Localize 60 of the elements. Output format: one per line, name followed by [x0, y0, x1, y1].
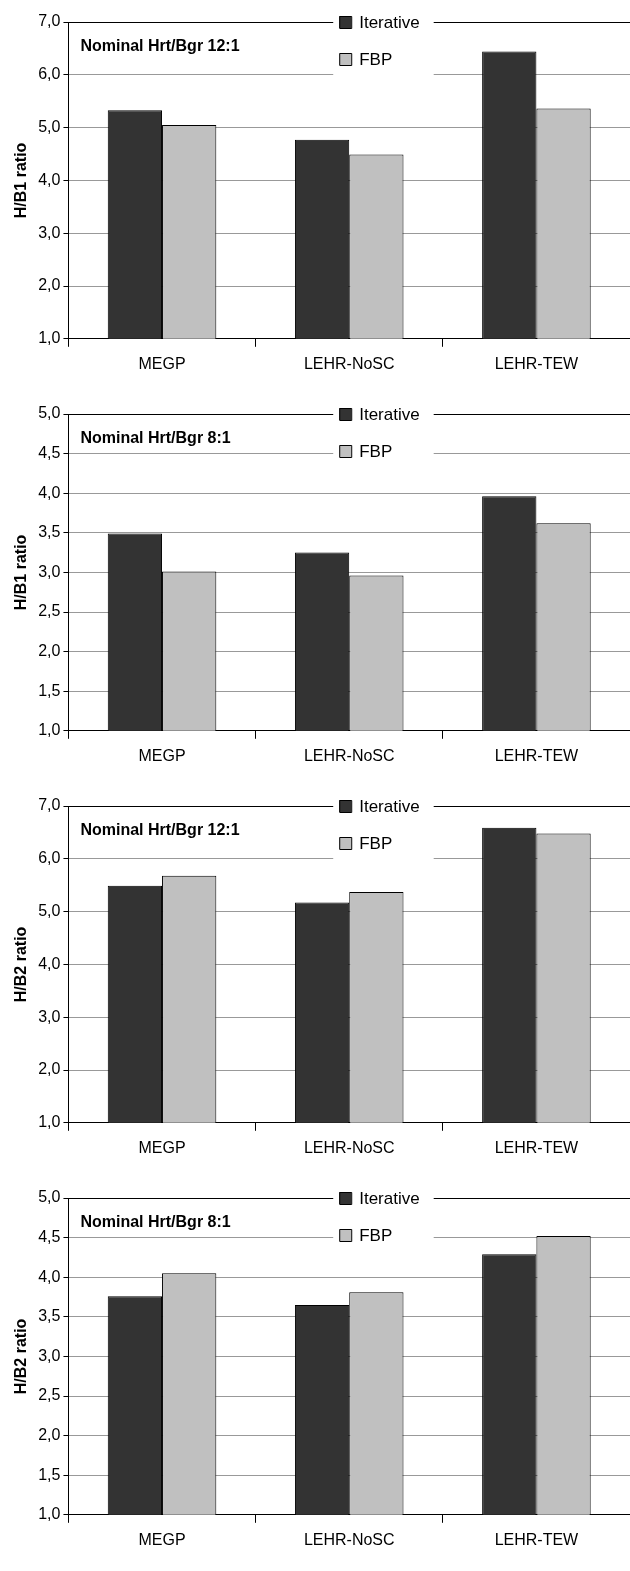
- y-tick-label: 5,0: [38, 404, 61, 422]
- legend-label: FBP: [359, 1225, 393, 1245]
- y-tick-label: 2,5: [38, 602, 61, 620]
- legend-label: FBP: [359, 833, 393, 853]
- y-tick-label: 5,0: [38, 118, 61, 136]
- legend-label: Iterative: [359, 1188, 420, 1208]
- y-tick-label: 2,0: [38, 276, 61, 294]
- y-tick-label: 1,5: [38, 681, 61, 699]
- y-tick-label: 5,0: [38, 902, 61, 920]
- y-tick-label: 3,0: [38, 1346, 61, 1364]
- y-tick-label: 4,0: [38, 483, 61, 501]
- y-tick-label: 5,0: [38, 1188, 61, 1206]
- x-tick-label: LEHR-TEW: [494, 1138, 580, 1156]
- y-tick-label: 4,5: [38, 444, 61, 462]
- y-tick-label: 6,0: [38, 65, 61, 83]
- x-tick-label: LEHR-NoSC: [303, 354, 395, 372]
- y-tick-label: 4,5: [38, 1228, 61, 1246]
- y-axis-title: H/B2 ratio: [12, 1318, 30, 1395]
- y-axis-title: H/B1 ratio: [12, 142, 30, 219]
- y-tick-label: 1,0: [38, 1113, 61, 1131]
- x-tick-label: MEGP: [138, 1530, 186, 1548]
- y-tick-label: 2,0: [38, 1060, 61, 1078]
- text: Nominal Hrt/Bgr 12:1: [80, 821, 240, 839]
- y-tick-label: 3,0: [38, 562, 61, 580]
- x-tick-label: LEHR-NoSC: [303, 1138, 395, 1156]
- y-tick-label: 4,0: [38, 954, 61, 972]
- y-tick-label: 6,0: [38, 849, 61, 867]
- y-tick-label: 3,5: [38, 523, 61, 541]
- y-tick-label: 7,0: [38, 796, 61, 814]
- legend-label: Iterative: [359, 12, 420, 32]
- y-tick-label: 3,0: [38, 223, 61, 241]
- y-tick-label: 3,5: [38, 1307, 61, 1325]
- legend-label: Iterative: [359, 796, 420, 816]
- legend-label: FBP: [359, 441, 393, 461]
- y-tick-label: 2,0: [38, 1426, 61, 1444]
- x-tick-label: LEHR-NoSC: [303, 746, 395, 764]
- x-tick-label: MEGP: [138, 354, 186, 372]
- y-tick-label: 3,0: [38, 1007, 61, 1025]
- y-tick-label: 1,0: [38, 721, 61, 739]
- y-tick-label: 4,0: [38, 170, 61, 188]
- text: Nominal Hrt/Bgr 8:1: [80, 429, 231, 447]
- x-tick-label: LEHR-TEW: [494, 354, 580, 372]
- legend-label: Iterative: [359, 404, 420, 424]
- x-tick-label: LEHR-NoSC: [303, 1530, 395, 1548]
- y-tick-label: 4,0: [38, 1267, 61, 1285]
- y-tick-label: 1,0: [38, 329, 61, 347]
- y-tick-label: 1,0: [38, 1505, 61, 1523]
- legend-label: FBP: [359, 49, 393, 69]
- x-tick-label: MEGP: [138, 1138, 186, 1156]
- y-axis-title: H/B2 ratio: [12, 926, 30, 1003]
- x-tick-label: LEHR-TEW: [494, 1530, 580, 1548]
- y-tick-label: 2,5: [38, 1386, 61, 1404]
- y-axis-title: H/B1 ratio: [12, 534, 30, 611]
- y-tick-label: 2,0: [38, 642, 61, 660]
- text: Nominal Hrt/Bgr 12:1: [80, 37, 240, 55]
- x-tick-label: MEGP: [138, 746, 186, 764]
- x-tick-label: LEHR-TEW: [494, 746, 580, 764]
- y-tick-label: 7,0: [38, 12, 61, 30]
- text: Nominal Hrt/Bgr 8:1: [80, 1213, 231, 1231]
- y-tick-label: 1,5: [38, 1465, 61, 1483]
